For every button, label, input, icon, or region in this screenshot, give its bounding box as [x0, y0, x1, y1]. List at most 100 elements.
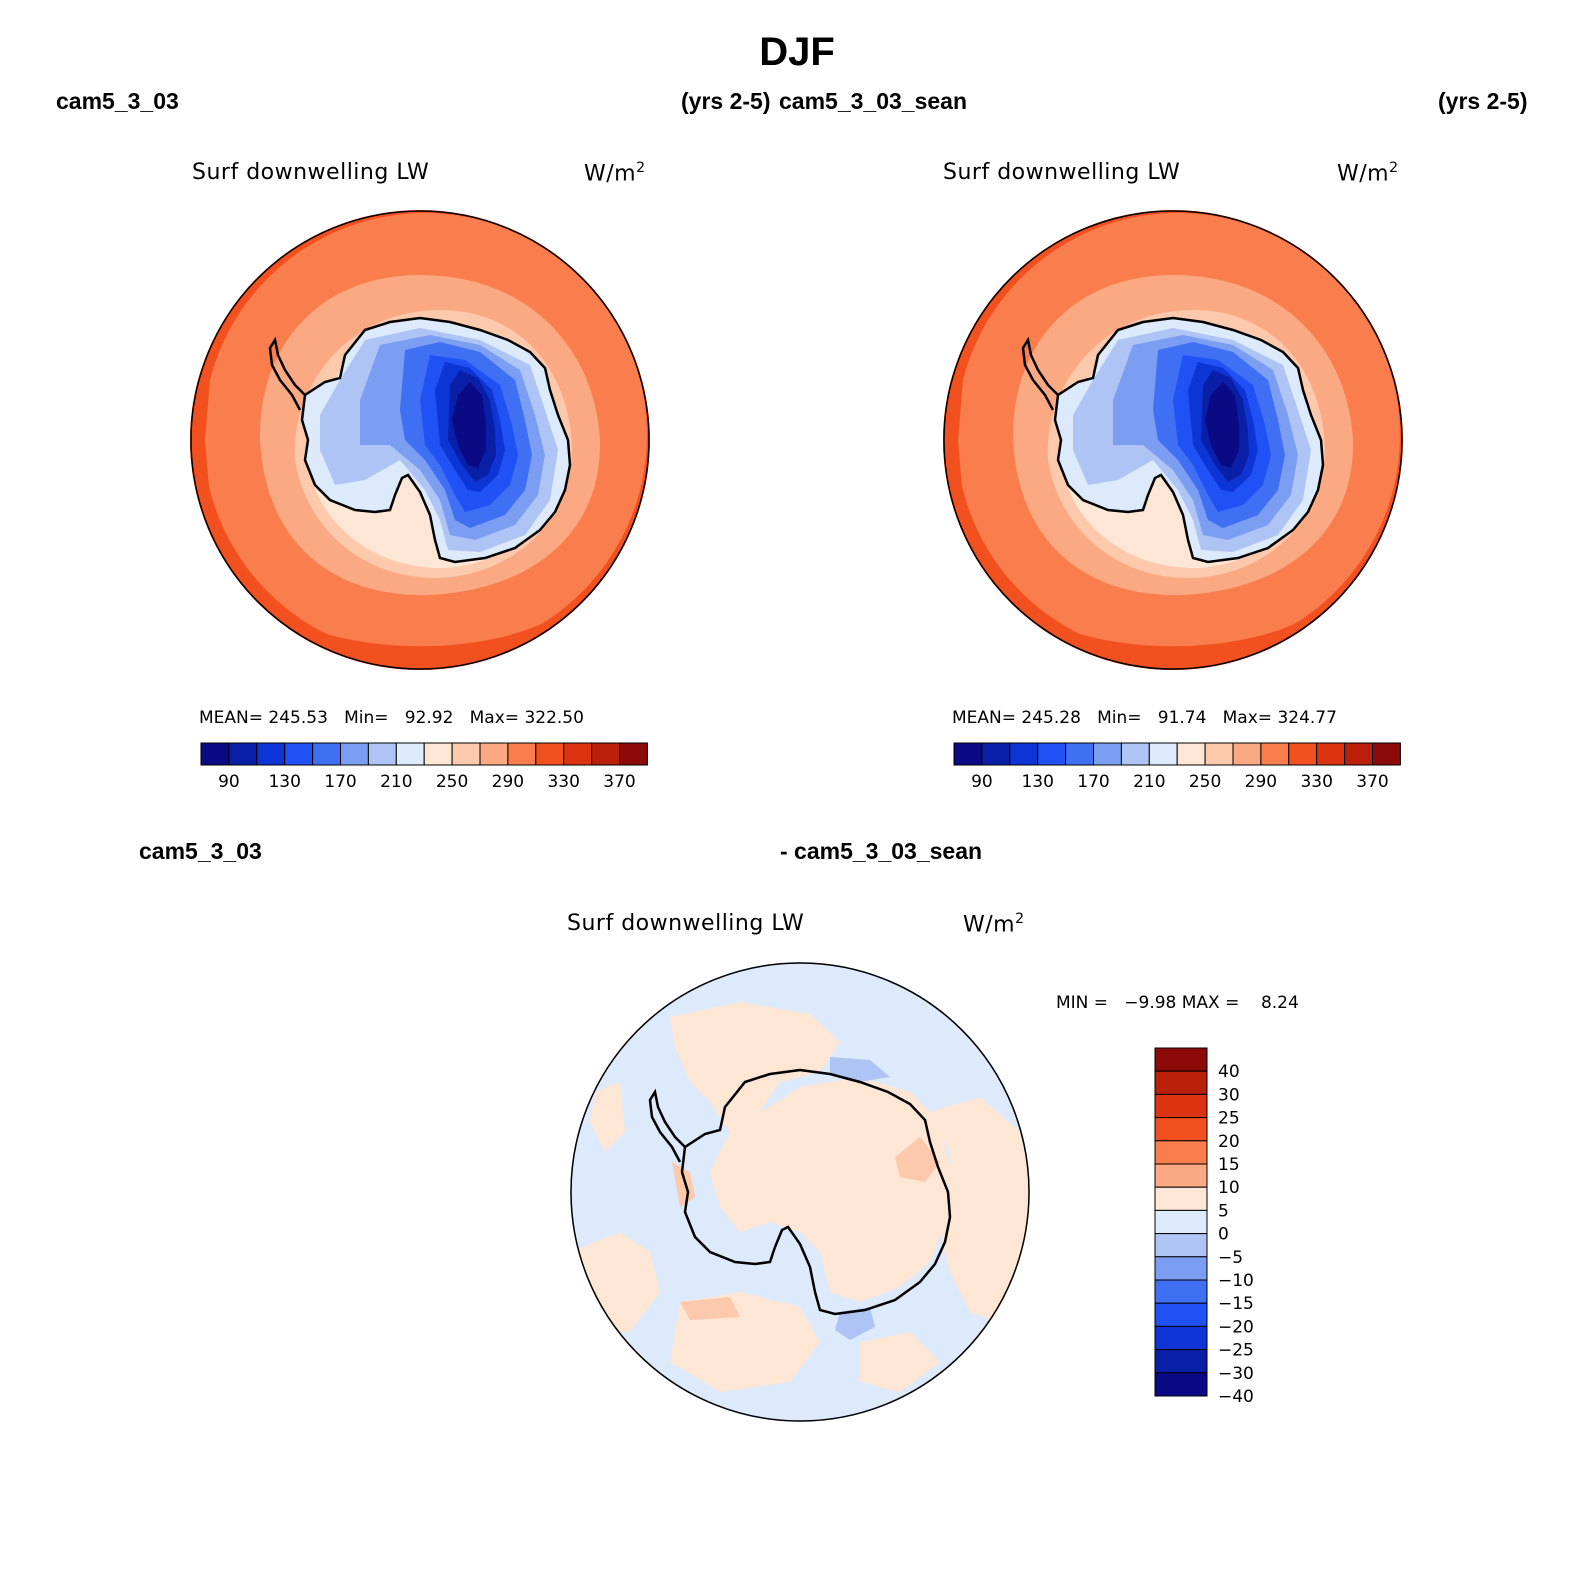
diff-colorbar-tick-label: 5: [1218, 1201, 1229, 1221]
panel2-stats: MEAN= 245.28 Min= 91.74 Max= 324.77: [952, 708, 1337, 728]
panel2-colorbar-tick-label: 250: [1189, 772, 1221, 792]
diff-colorbar-tick-label: 25: [1218, 1109, 1240, 1129]
panel2-colorbar-swatch: [1009, 742, 1039, 766]
diff-colorbar-swatch: [1154, 1302, 1208, 1327]
panel2-colorbar-swatch: [1372, 742, 1401, 766]
panel2-map: [943, 210, 1403, 670]
panel1-stats: MEAN= 245.53 Min= 92.92 Max= 322.50: [199, 708, 584, 728]
panel1-field-title: Surf downwelling LW: [192, 160, 430, 185]
panel2-units: W/m2: [1337, 160, 1399, 187]
panel1-colorbar-swatch: [367, 742, 397, 766]
diff-case-a-label: cam5_3_03: [139, 838, 262, 864]
diff-colorbar: 40 30 25 20 15 10 5 0 −5 −10 −15 −20 −25 −30 −40: [1154, 1047, 1254, 1407]
panel2-colorbar-tick-label: 370: [1356, 772, 1388, 792]
panel1-colorbar-swatch: [228, 742, 258, 766]
panel2-colorbar-swatch: [1260, 742, 1290, 766]
panel1-map: [190, 210, 650, 670]
diff-colorbar-swatch: [1154, 1047, 1208, 1072]
diff-colorbar-swatch: [1154, 1325, 1208, 1351]
diff-colorbar-tick-label: 15: [1218, 1155, 1240, 1175]
diff-colorbar-tick-label: 40: [1218, 1062, 1240, 1082]
panel1-colorbar-swatch: [479, 742, 509, 766]
panel1-colorbar-swatch: [284, 742, 314, 766]
diff-colorbar-swatch: [1154, 1279, 1208, 1304]
panel1-colorbar-tick-label: 90: [218, 772, 240, 792]
panel2-colorbar-swatch: [1176, 742, 1206, 766]
diff-colorbar-tick-label: 20: [1218, 1132, 1240, 1152]
panel2-case-label: cam5_3_03_sean: [779, 88, 967, 114]
diff-colorbar-swatch: [1154, 1349, 1208, 1374]
panel2-colorbar-swatch: [1093, 742, 1122, 766]
panel2-colorbar-tick-label: 130: [1021, 772, 1053, 792]
panel1-colorbar-swatch: [591, 742, 621, 766]
panel2-colorbar-swatch: [1344, 742, 1374, 766]
diff-colorbar-tick-label: 30: [1218, 1085, 1240, 1105]
panel2-colorbar-swatch: [1148, 742, 1178, 766]
panel1-colorbar-swatch: [423, 742, 453, 766]
diff-colorbar-swatch: [1154, 1256, 1208, 1281]
diff-colorbar-swatch: [1154, 1117, 1208, 1142]
panel2-colorbar-swatch: [1065, 742, 1094, 766]
panel2-colorbar-swatch: [1316, 742, 1346, 766]
panel2-colorbar-swatch: [1288, 742, 1318, 766]
panel1-colorbar-swatch: [535, 742, 565, 766]
panel2-years-label: (yrs 2-5): [1438, 88, 1528, 114]
panel2-colorbar-swatch: [1204, 742, 1234, 766]
panel2-colorbar-tick-label: 290: [1245, 772, 1277, 792]
diff-colorbar-tick-label: −5: [1218, 1248, 1243, 1268]
diff-colorbar-swatch: [1154, 1093, 1208, 1119]
panel1-case-label: cam5_3_03: [56, 88, 179, 114]
diff-colorbar-swatch: [1154, 1233, 1208, 1258]
panel1-colorbar-tick-label: 290: [492, 772, 524, 792]
panel1-units: W/m2: [584, 160, 646, 187]
diff-case-b-label: - cam5_3_03_sean: [780, 838, 983, 864]
diff-colorbar-swatch: [1154, 1372, 1208, 1397]
panel1-colorbar-tick-label: 170: [324, 772, 356, 792]
diff-colorbar-swatch: [1154, 1209, 1208, 1235]
diff-stats: MIN = −9.98 MAX = 8.24: [1056, 993, 1299, 1013]
panel1-colorbar-tick-label: 130: [268, 772, 300, 792]
panel2-colorbar-tick-label: 90: [971, 772, 993, 792]
panel2-colorbar: 90 130 170 210 250 290 330 370: [953, 742, 1401, 792]
panel1-colorbar: 90 130 170 210 250 290 330 370: [200, 742, 648, 792]
panel1-colorbar-tick-label: 210: [380, 772, 412, 792]
panel2-colorbar-tick-label: 170: [1077, 772, 1109, 792]
panel2-colorbar-swatch: [1120, 742, 1150, 766]
diff-colorbar-tick-label: −10: [1218, 1271, 1254, 1291]
panel1-colorbar-swatch: [340, 742, 369, 766]
diff-colorbar-tick-label: 0: [1218, 1225, 1229, 1245]
diff-colorbar-tick-label: −40: [1218, 1387, 1254, 1407]
diff-colorbar-tick-label: 10: [1218, 1178, 1240, 1198]
diff-colorbar-swatch: [1154, 1070, 1208, 1095]
diff-colorbar-tick-label: −30: [1218, 1364, 1254, 1384]
diff-colorbar-tick-label: −15: [1218, 1294, 1254, 1314]
panel1-colorbar-swatch: [451, 742, 481, 766]
diff-colorbar-tick-label: −25: [1218, 1341, 1254, 1361]
diff-field-title: Surf downwelling LW: [567, 911, 805, 936]
panel1-colorbar-swatch: [619, 742, 648, 766]
panel1-years-label: (yrs 2-5): [681, 88, 771, 114]
panel1-colorbar-tick-label: 370: [603, 772, 635, 792]
panel2-colorbar-swatch: [953, 742, 983, 766]
panel2-colorbar-swatch: [1232, 742, 1262, 766]
panel1-colorbar-swatch: [312, 742, 341, 766]
panel1-colorbar-swatch: [563, 742, 593, 766]
panel2-colorbar-swatch: [1037, 742, 1067, 766]
panel1-colorbar-swatch: [395, 742, 425, 766]
panel1-colorbar-swatch: [200, 742, 230, 766]
figure-title: DJF: [759, 30, 835, 74]
panel1-colorbar-tick-label: 330: [547, 772, 579, 792]
panel1-colorbar-tick-label: 250: [436, 772, 468, 792]
panel2-colorbar-tick-label: 210: [1133, 772, 1165, 792]
panel2-field-title: Surf downwelling LW: [943, 160, 1181, 185]
diff-colorbar-swatch: [1154, 1163, 1208, 1188]
panel1-colorbar-swatch: [507, 742, 537, 766]
panel2-colorbar-tick-label: 330: [1300, 772, 1332, 792]
diff-units: W/m2: [963, 911, 1025, 938]
diff-colorbar-swatch: [1154, 1140, 1208, 1165]
diff-colorbar-swatch: [1154, 1186, 1208, 1211]
diff-colorbar-tick-label: −20: [1218, 1317, 1254, 1337]
diff-map: [570, 962, 1030, 1422]
panel2-colorbar-swatch: [981, 742, 1011, 766]
panel1-colorbar-swatch: [256, 742, 286, 766]
